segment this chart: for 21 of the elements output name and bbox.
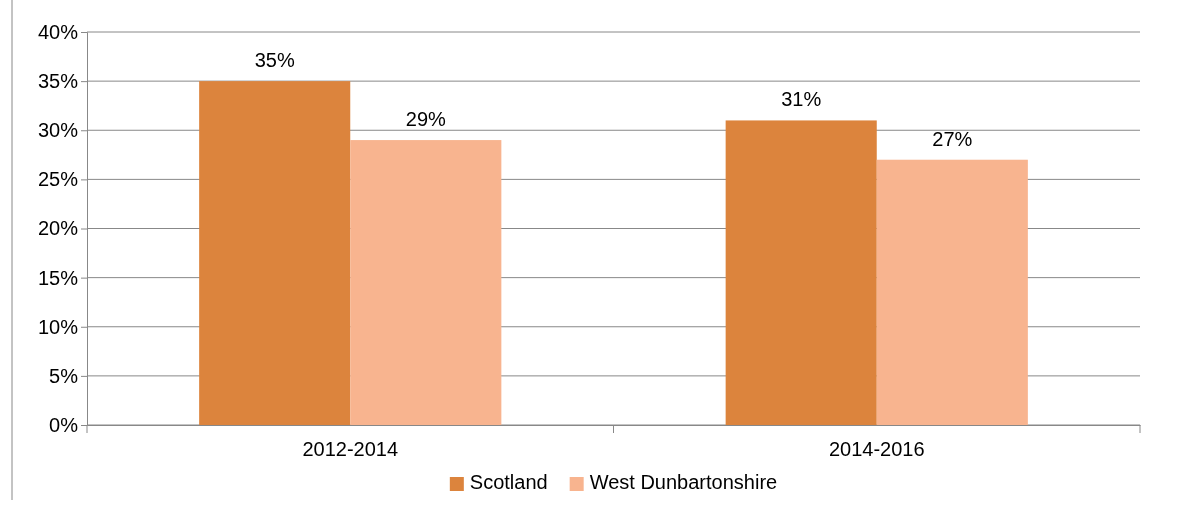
y-tick-label: 30% bbox=[37, 119, 79, 142]
y-tick-label: 20% bbox=[37, 217, 79, 240]
x-tick-label: 2014-2016 bbox=[828, 438, 925, 460]
data-label: 35% bbox=[254, 49, 295, 72]
y-tick-label: 40% bbox=[37, 20, 79, 43]
y-tick-label: 5% bbox=[49, 364, 79, 387]
legend-label: West Dunbartonshire bbox=[589, 471, 778, 493]
y-tick-label: 15% bbox=[37, 266, 79, 289]
data-label: 27% bbox=[932, 127, 973, 150]
bar bbox=[725, 120, 877, 425]
data-label: 29% bbox=[405, 108, 447, 131]
y-tick-label: 10% bbox=[37, 315, 79, 338]
x-tick-label: 2012-2014 bbox=[302, 438, 399, 460]
bar bbox=[350, 140, 502, 425]
y-tick-label: 35% bbox=[37, 70, 79, 93]
bar bbox=[876, 159, 1028, 425]
data-label: 31% bbox=[781, 88, 822, 111]
y-tick-label: 25% bbox=[37, 168, 79, 191]
y-tick-label: 0% bbox=[49, 413, 79, 436]
bar bbox=[199, 81, 351, 425]
legend-label: Scotland bbox=[469, 471, 548, 493]
